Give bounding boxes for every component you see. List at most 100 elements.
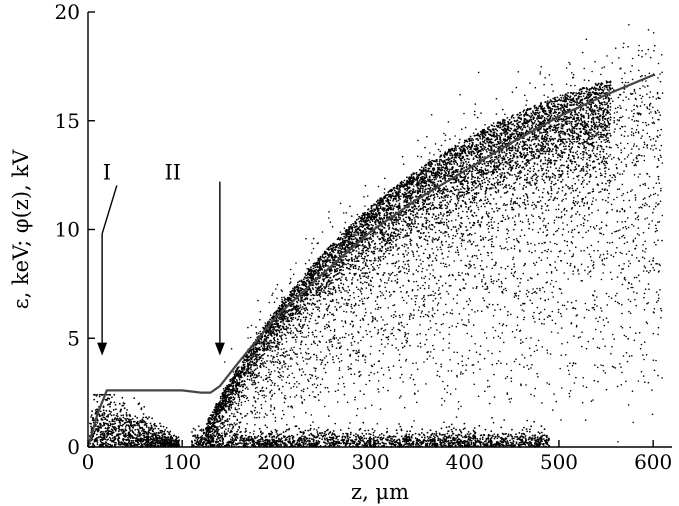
scatter-point: [541, 108, 543, 110]
scatter-point: [427, 161, 430, 164]
scatter-point: [426, 243, 429, 246]
scatter-point: [439, 158, 441, 161]
scatter-point: [593, 166, 596, 169]
scatter-point: [444, 199, 446, 202]
scatter-point: [231, 393, 234, 396]
scatter-point: [430, 223, 433, 226]
scatter-point: [535, 182, 538, 185]
scatter-point: [352, 224, 355, 227]
scatter-point: [298, 284, 301, 287]
scatter-point: [561, 155, 564, 157]
scatter-point: [594, 89, 597, 92]
scatter-point: [498, 181, 500, 184]
scatter-point: [543, 117, 546, 119]
scatter-point: [377, 221, 380, 223]
scatter-point: [504, 133, 507, 136]
scatter-point: [581, 180, 584, 183]
scatter-point: [516, 202, 519, 205]
scatter-point: [425, 203, 428, 206]
scatter-point: [388, 212, 391, 215]
scatter-point: [571, 125, 574, 128]
scatter-point: [553, 108, 556, 111]
scatter-point: [443, 188, 446, 191]
scatter-point: [508, 140, 511, 142]
scatter-point: [337, 247, 340, 249]
scatter-point: [571, 98, 573, 101]
scatter-point: [354, 255, 357, 257]
scatter-point: [604, 108, 607, 110]
scatter-point: [379, 242, 381, 245]
scatter-point: [567, 92, 569, 94]
scatter-point: [240, 374, 243, 376]
scatter-point: [493, 143, 496, 146]
scatter-point: [460, 145, 463, 148]
scatter-point: [325, 282, 328, 285]
scatter-point: [266, 360, 268, 362]
scatter-point: [231, 378, 234, 381]
scatter-point: [595, 176, 598, 179]
scatter-point: [302, 326, 304, 328]
scatter-point: [537, 109, 539, 112]
scatter-point: [379, 256, 382, 258]
scatter-point: [254, 346, 257, 349]
scatter-point: [378, 228, 381, 231]
scatter-point: [422, 252, 425, 255]
scatter-point: [392, 212, 395, 214]
scatter-point: [539, 165, 542, 167]
scatter-point: [398, 184, 401, 187]
scatter-point: [422, 170, 425, 173]
scatter-point: [318, 294, 321, 296]
scatter-point: [595, 155, 598, 158]
scatter-point: [406, 224, 408, 227]
scatter-point: [522, 110, 525, 113]
scatter-point: [487, 221, 490, 224]
scatter-point: [578, 111, 580, 114]
scatter-point: [570, 147, 573, 150]
scatter-point: [232, 396, 235, 399]
scatter-point: [505, 149, 508, 152]
scatter-point: [263, 365, 265, 368]
scatter-point: [408, 187, 411, 189]
scatter-point: [543, 135, 546, 138]
scatter-point: [450, 175, 452, 178]
scatter-point: [571, 138, 574, 141]
scatter-point: [513, 189, 516, 191]
scatter-point: [301, 283, 303, 286]
scatter-point: [361, 257, 364, 260]
scatter-point: [250, 349, 253, 352]
scatter-point: [515, 152, 517, 155]
scatter-point: [542, 162, 545, 165]
scatter-point: [487, 144, 490, 147]
scatter-point: [431, 228, 434, 231]
scatter-point: [370, 223, 373, 226]
scatter-point: [548, 153, 550, 156]
scatter-point: [471, 167, 474, 170]
scatter-point: [365, 281, 368, 284]
scatter-point: [466, 163, 468, 166]
scatter-point: [433, 178, 436, 181]
scatter-point: [300, 308, 303, 311]
scatter-point: [544, 140, 546, 143]
scatter-point: [410, 244, 412, 246]
scatter-point: [400, 182, 403, 185]
scatter-point: [240, 375, 242, 378]
scatter-point: [597, 112, 600, 115]
scatter-point: [340, 233, 343, 236]
scatter-point: [596, 106, 598, 109]
scatter-point: [373, 243, 376, 245]
scatter-point: [379, 200, 382, 202]
scatter-point: [467, 186, 469, 188]
scatter-point: [461, 157, 464, 160]
scatter-point: [448, 209, 451, 212]
scatter-point: [229, 378, 232, 381]
scatter-point: [302, 300, 305, 303]
scatter-point: [604, 175, 606, 178]
scatter-point: [363, 245, 365, 248]
scatter-point: [440, 164, 443, 167]
scatter-point: [322, 275, 325, 278]
scatter-point: [329, 259, 332, 261]
scatter-point: [605, 160, 608, 163]
scatter-point: [429, 186, 432, 189]
scatter-point: [207, 420, 210, 422]
scatter-point: [453, 163, 456, 165]
